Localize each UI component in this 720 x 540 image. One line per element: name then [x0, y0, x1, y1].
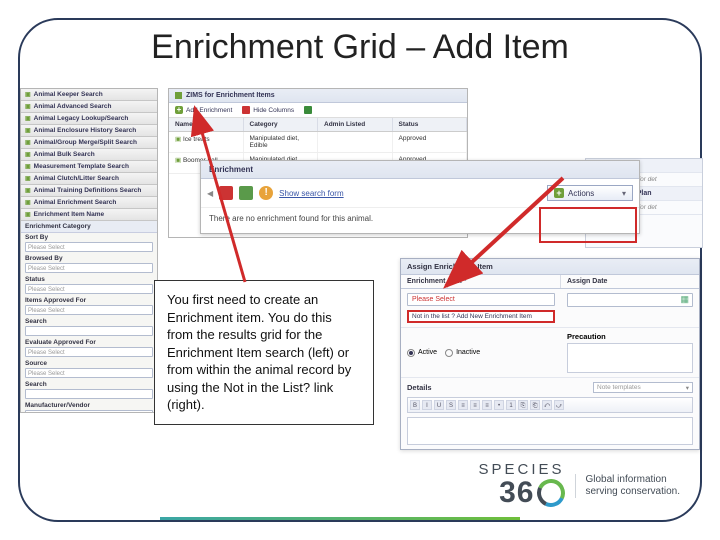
enrichment-header: Enrichment [201, 161, 639, 179]
sidebar-search-link[interactable]: Animal Legacy Lookup/Search [21, 113, 157, 125]
sidebar-search-link[interactable]: Animal Enclosure History Search [21, 125, 157, 137]
pager-icon: ◀ [207, 189, 213, 198]
assign-enrichment-panel: Assign Enrichment Item Enrichment Item *… [400, 258, 700, 450]
precaution-textarea[interactable] [567, 343, 693, 373]
hide-columns-button[interactable]: Hide Columns [242, 106, 294, 114]
assign-date-input[interactable] [567, 293, 693, 307]
sidebar-field-input[interactable]: Please Select [25, 305, 153, 315]
grid-header: Name Category Admin Listed Status [169, 118, 467, 132]
precaution-label: Precaution [567, 332, 693, 341]
enrichment-item-select[interactable]: Please Select [407, 293, 555, 306]
sidebar-field-label: Search [21, 317, 157, 325]
sidebar-field-input[interactable] [25, 389, 153, 399]
sidebar-field-input[interactable]: Please Select [25, 263, 153, 273]
sidebar-field-label: Browsed By [21, 254, 157, 262]
rt-button[interactable]: ⎗ [530, 400, 540, 410]
bottom-accent [160, 517, 520, 520]
search-sidebar: Animal Keeper SearchAnimal Advanced Sear… [20, 88, 158, 413]
plus-icon [554, 188, 564, 198]
richtext-toolbar: BIUS≡≡≡•1⎘⎗⤺⤻ [407, 397, 693, 413]
sidebar-field-label: Manufacturer/Vendor [21, 401, 157, 409]
note-template-select[interactable]: Note templates [593, 382, 693, 393]
sidebar-section: Enrichment Category [21, 221, 157, 233]
rt-button[interactable]: ≡ [470, 400, 480, 410]
logo-tagline: Global information serving conservation. [575, 474, 681, 498]
actions-button[interactable]: Actions [547, 185, 633, 201]
logo-zero-icon [533, 475, 569, 511]
alert-icon[interactable] [259, 186, 273, 200]
pdf-icon[interactable] [219, 186, 233, 200]
grid-titlebar: ZIMS for Enrichment Items [169, 89, 467, 103]
rt-button[interactable]: • [494, 400, 504, 410]
inactive-radio[interactable]: Inactive [445, 349, 480, 357]
sidebar-search-link[interactable]: Animal Advanced Search [21, 101, 157, 113]
add-enrichment-button[interactable]: Add Enrichment [175, 106, 232, 114]
sidebar-field-input[interactable]: Please Select [25, 242, 153, 252]
rt-button[interactable]: B [410, 400, 420, 410]
sidebar-search-link[interactable]: Animal Enrichment Search [21, 197, 157, 209]
sidebar-search-link[interactable]: Measurement Template Search [21, 161, 157, 173]
logo-number: 36 [499, 476, 534, 510]
not-in-list-link[interactable]: Not in the list ? Add New Enrichment Ite… [407, 310, 555, 323]
sidebar-search-link[interactable]: Enrichment Item Name [21, 209, 157, 221]
instruction-callout: You first need to create an Enrichment i… [154, 280, 374, 425]
assign-col-date: Assign Date [561, 275, 699, 288]
table-row[interactable]: Ice treatsManipulated diet, EdibleApprov… [169, 132, 467, 153]
pin-icon [175, 92, 182, 99]
rt-button[interactable]: ≡ [482, 400, 492, 410]
sidebar-field-label: Status [21, 275, 157, 283]
sidebar-field-input[interactable]: Please Select [25, 368, 153, 378]
sidebar-field-label: Source [21, 359, 157, 367]
enrichment-panel: Enrichment ◀ Show search form Actions Th… [200, 160, 640, 234]
sidebar-search-link[interactable]: Animal Keeper Search [21, 89, 157, 101]
assign-col-item: Enrichment Item * [401, 275, 561, 288]
sidebar-search-link[interactable]: Animal/Group Merge/Split Search [21, 137, 157, 149]
rt-button[interactable]: ≡ [458, 400, 468, 410]
sidebar-field-label: Sort By [21, 233, 157, 241]
rt-button[interactable]: ⎘ [518, 400, 528, 410]
show-search-form-link[interactable]: Show search form [279, 189, 343, 198]
details-textarea[interactable] [407, 417, 693, 445]
species360-logo: SPECIES 36 Global information serving co… [478, 461, 680, 510]
sidebar-field-input[interactable]: Search [25, 410, 153, 413]
sidebar-field-input[interactable] [25, 326, 153, 336]
export-button[interactable] [304, 106, 312, 114]
enrichment-empty-msg: There are no enrichment found for this a… [201, 207, 639, 233]
assign-title: Assign Enrichment Item [401, 259, 699, 275]
rt-button[interactable]: 1 [506, 400, 516, 410]
sidebar-field-input[interactable]: Please Select [25, 347, 153, 357]
sidebar-search-link[interactable]: Animal Clutch/Litter Search [21, 173, 157, 185]
sidebar-field-input[interactable]: Please Select [25, 284, 153, 294]
rt-button[interactable]: ⤻ [554, 400, 564, 410]
grid-toolbar: Add Enrichment Hide Columns [169, 103, 467, 118]
page-title: Enrichment Grid – Add Item [151, 28, 569, 67]
sidebar-field-label: Items Approved For [21, 296, 157, 304]
details-label: Details [407, 383, 432, 392]
sidebar-field-label: Evaluate Approved For [21, 338, 157, 346]
rt-button[interactable]: S [446, 400, 456, 410]
rt-button[interactable]: ⤺ [542, 400, 552, 410]
rt-button[interactable]: I [422, 400, 432, 410]
rt-button[interactable]: U [434, 400, 444, 410]
sidebar-search-link[interactable]: Animal Bulk Search [21, 149, 157, 161]
sidebar-search-link[interactable]: Animal Training Definitions Search [21, 185, 157, 197]
plant-icon[interactable] [239, 186, 253, 200]
sidebar-field-label: Search [21, 380, 157, 388]
active-radio[interactable]: Active [407, 349, 437, 357]
